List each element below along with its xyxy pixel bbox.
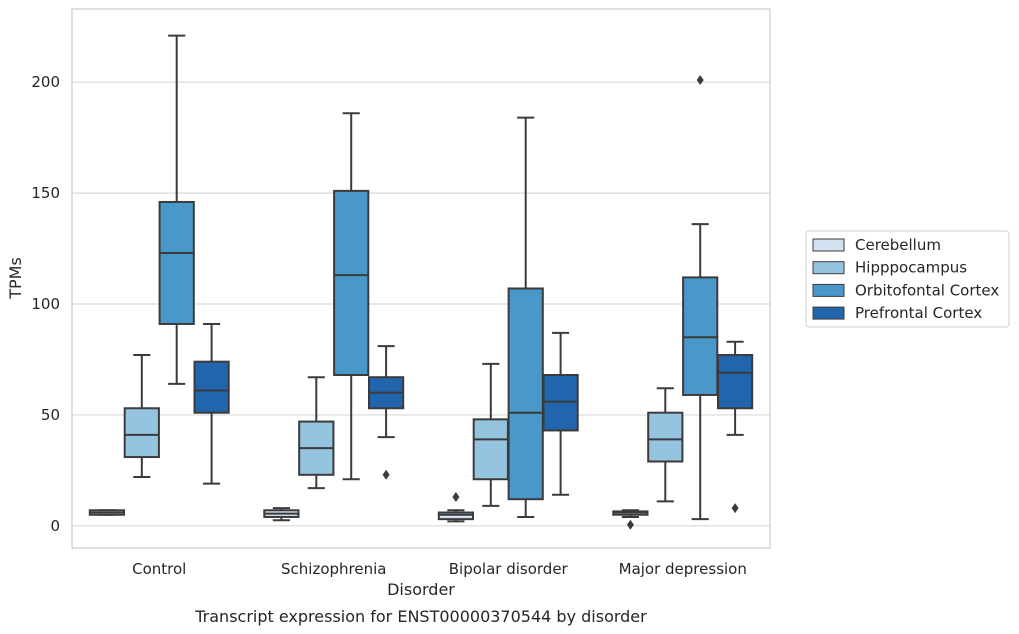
plot-frame — [71, 8, 771, 549]
x-tick-label: Schizophrenia — [281, 560, 386, 578]
legend-label: Hipppocampus — [855, 259, 967, 277]
y-tick-label: 0 — [50, 517, 60, 535]
box-group — [123, 354, 160, 479]
box-group — [193, 322, 230, 485]
outlier-point — [382, 469, 390, 480]
box-iqr — [716, 354, 754, 410]
x-tick-label: Major depression — [619, 560, 747, 578]
box-group — [263, 507, 300, 522]
box-iqr — [682, 276, 719, 396]
x-axis-title: Disorder — [387, 580, 455, 599]
box-iqr — [333, 189, 370, 376]
box-group — [158, 34, 195, 385]
box-iqr — [542, 373, 579, 432]
legend-label: Cerebellum — [855, 236, 941, 254]
legend-swatch — [812, 261, 845, 275]
y-tick-label: 100 — [31, 295, 60, 313]
box-iqr — [123, 407, 160, 459]
box-group — [88, 509, 126, 516]
box-group — [298, 376, 335, 490]
box-group — [437, 491, 475, 523]
box-group — [716, 340, 754, 514]
box-iqr — [437, 511, 475, 521]
legend-swatch — [812, 283, 845, 297]
box-iqr — [507, 287, 544, 501]
y-axis-ticks: 0 50 100 150 200 — [31, 73, 60, 535]
y-tick-label: 200 — [31, 73, 60, 91]
outlier-point — [626, 519, 634, 530]
box-group — [333, 112, 370, 481]
box-iqr — [193, 360, 230, 414]
x-axis-ticks: Control Schizophrenia Bipolar disorder Majo… — [132, 560, 747, 578]
box-group — [472, 362, 509, 507]
y-tick-label: 50 — [41, 406, 60, 424]
box-plot-area — [88, 34, 754, 530]
outlier-point — [696, 74, 704, 85]
box-iqr — [472, 418, 509, 481]
box-group — [542, 331, 579, 496]
box-group — [612, 509, 649, 530]
legend-swatch — [812, 238, 845, 252]
box-iqr — [647, 411, 684, 463]
y-tick-label: 150 — [31, 184, 60, 202]
legend-frame — [805, 230, 1010, 328]
box-group — [367, 345, 405, 480]
y-axis-title: TPMs — [6, 257, 25, 300]
x-tick-label: Bipolar disorder — [449, 560, 569, 578]
box-iqr — [158, 200, 195, 325]
legend-label: Orbitofontal Cortex — [855, 281, 999, 299]
chart-caption: Transcript expression for ENST0000037054… — [194, 607, 647, 626]
x-tick-label: Control — [132, 560, 186, 578]
legend-label: Prefrontal Cortex — [855, 304, 982, 322]
legend: Cerebellum Hipppocampus Orbitofontal Corte… — [805, 230, 1010, 328]
box-group — [507, 116, 544, 518]
box-group — [647, 387, 684, 503]
outlier-point — [731, 503, 739, 514]
outlier-point — [452, 491, 460, 502]
legend-swatch — [812, 306, 845, 320]
box-group — [682, 74, 719, 521]
